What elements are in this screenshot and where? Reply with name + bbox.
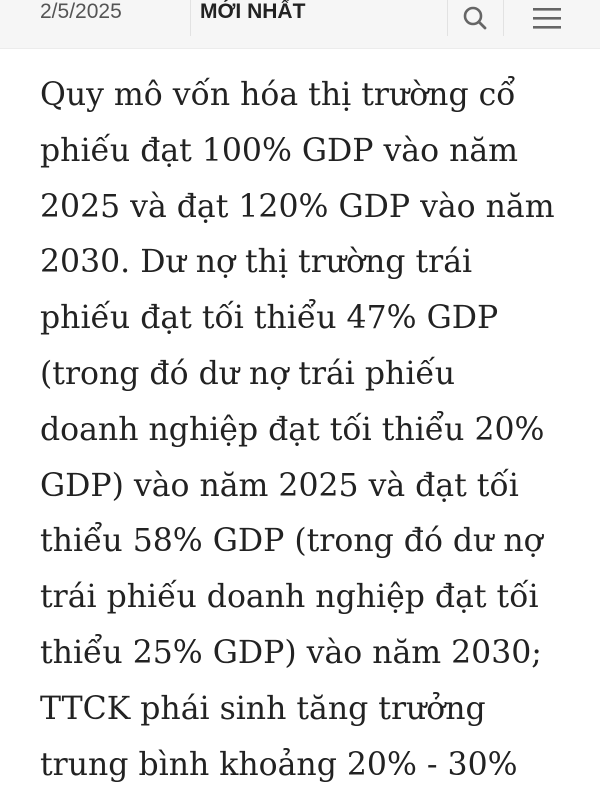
article-line: (trong đó dư nợ trái phiếu — [40, 355, 456, 392]
article-line: Quy mô vốn hóa thị trường cổ — [40, 77, 516, 113]
article-line: 2030. Dư nợ thị trường trái — [40, 244, 473, 281]
menu-button[interactable] — [522, 0, 572, 36]
latest-news-link[interactable]: MỚI NHẤT — [200, 0, 306, 23]
article-line: TTCK phái sinh tăng trưởng — [40, 690, 486, 727]
top-bar: 2/5/2025 MỚI NHẤT — [0, 0, 600, 49]
search-icon — [463, 6, 487, 30]
search-button[interactable] — [450, 0, 500, 36]
article-line: thiểu 58% GDP (trong đó dư nợ — [40, 523, 543, 560]
article-line: phiếu đạt tối thiểu 47% GDP — [40, 300, 499, 337]
divider — [190, 0, 191, 36]
article-line: 2025 và đạt 120% GDP vào năm — [40, 188, 555, 225]
date-label: 2/5/2025 — [40, 0, 122, 23]
article-line: GDP) vào năm 2025 và đạt tối — [40, 467, 519, 504]
article-line: thiểu 25% GDP) vào năm 2030; — [40, 634, 542, 671]
divider — [447, 0, 448, 36]
article-body: Quy mô vốn hóa thị trường cổ phiếu đạt 1… — [40, 68, 555, 793]
article-line: trái phiếu doanh nghiệp đạt tối — [40, 579, 539, 616]
article-line: trung bình khoảng 20% - 30% — [40, 746, 518, 783]
hamburger-menu-icon — [533, 8, 561, 29]
article-line: doanh nghiệp đạt tối thiểu 20% — [40, 411, 545, 448]
divider — [503, 0, 504, 36]
article-line: phiếu đạt 100% GDP vào năm — [40, 132, 519, 169]
